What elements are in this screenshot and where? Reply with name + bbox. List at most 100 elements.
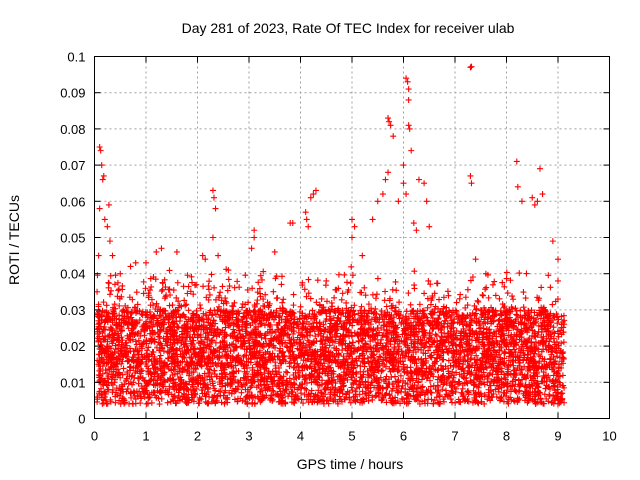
data-point — [383, 334, 390, 341]
data-point — [343, 279, 350, 286]
data-point — [471, 302, 478, 309]
data-point — [509, 293, 516, 300]
data-point — [442, 387, 449, 394]
data-point — [275, 364, 282, 371]
data-point — [190, 291, 197, 298]
data-point — [535, 351, 542, 358]
data-point — [231, 284, 238, 291]
data-point — [480, 292, 487, 299]
data-point — [361, 284, 368, 291]
data-point — [489, 281, 496, 288]
data-point — [208, 271, 215, 278]
data-point — [306, 328, 313, 335]
data-point — [501, 375, 508, 382]
data-point — [98, 357, 105, 364]
data-point — [115, 286, 122, 293]
data-point — [373, 291, 380, 298]
data-point — [503, 275, 510, 282]
data-point — [242, 272, 249, 279]
data-point — [547, 284, 554, 291]
data-point — [94, 272, 101, 279]
data-point — [166, 302, 173, 309]
data-point — [378, 324, 385, 331]
data-point — [507, 371, 514, 378]
data-point — [273, 295, 280, 302]
data-point — [506, 306, 513, 313]
data-point — [269, 387, 276, 394]
data-point — [411, 285, 418, 292]
data-point — [349, 272, 356, 279]
data-point — [127, 390, 134, 397]
data-point — [504, 290, 511, 297]
data-point — [453, 299, 460, 306]
data-point — [468, 371, 475, 378]
data-point — [444, 288, 451, 295]
data-point — [300, 400, 307, 407]
data-point — [419, 383, 426, 390]
data-point — [148, 283, 155, 290]
data-point — [460, 325, 467, 332]
data-point — [514, 312, 521, 319]
data-point — [217, 289, 224, 296]
data-point — [255, 279, 262, 286]
data-point — [464, 286, 471, 293]
data-point — [404, 364, 411, 371]
data-point — [297, 303, 304, 310]
data-point — [511, 346, 518, 353]
data-point — [299, 320, 306, 327]
data-point — [458, 329, 465, 336]
data-point — [420, 307, 427, 314]
data-point — [133, 289, 140, 296]
data-point — [219, 283, 226, 290]
data-point — [115, 355, 122, 362]
data-point — [470, 387, 477, 394]
data-point — [343, 299, 350, 306]
data-point — [159, 286, 166, 293]
data-point — [382, 288, 389, 295]
data-point — [256, 389, 263, 396]
data-point — [550, 324, 557, 331]
data-point — [492, 292, 499, 299]
data-point — [112, 272, 119, 279]
data-point — [467, 377, 474, 384]
data-point — [284, 369, 291, 376]
data-point — [158, 288, 165, 295]
data-point — [447, 396, 454, 403]
data-point — [314, 277, 321, 284]
data-point — [518, 319, 525, 326]
data-point — [440, 396, 447, 403]
data-point — [102, 367, 109, 374]
data-point — [491, 278, 498, 285]
data-point — [128, 389, 135, 396]
data-point — [172, 366, 179, 373]
data-point — [184, 272, 191, 279]
data-point — [323, 298, 330, 305]
data-point — [559, 396, 566, 403]
data-point — [462, 294, 469, 301]
data-point — [362, 292, 369, 299]
data-point — [171, 392, 178, 399]
data-point — [174, 279, 181, 286]
data-point — [111, 281, 118, 288]
data-point — [132, 338, 139, 345]
data-point — [222, 324, 229, 331]
data-point — [218, 399, 225, 406]
data-point — [106, 291, 113, 298]
data-point — [478, 393, 485, 400]
data-point — [234, 278, 241, 285]
data-point — [546, 376, 553, 383]
data-point — [238, 389, 245, 396]
data-point — [458, 389, 465, 396]
data-point — [372, 305, 379, 312]
data-point — [111, 301, 118, 308]
data-point — [449, 399, 456, 406]
data-point — [153, 344, 160, 351]
data-point — [380, 332, 387, 339]
data-point — [204, 335, 211, 342]
data-point — [279, 299, 286, 306]
data-point — [161, 295, 168, 302]
data-point — [286, 375, 293, 382]
data-point — [205, 283, 212, 290]
data-point — [230, 303, 237, 310]
